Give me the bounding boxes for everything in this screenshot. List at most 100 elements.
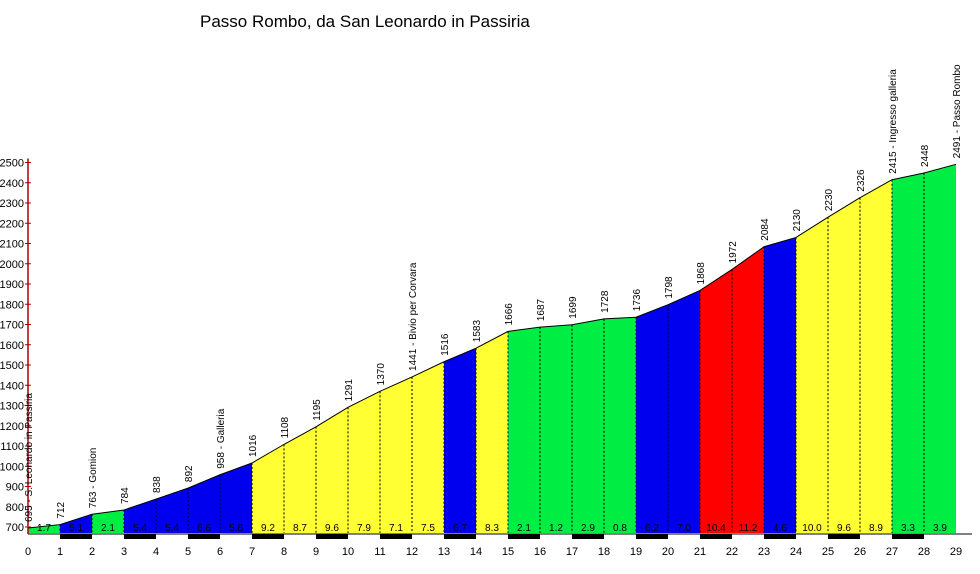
x-tick-label: 1 — [57, 546, 63, 558]
altitude-label: 1798 — [664, 276, 675, 299]
gradient-label: 6.7 — [453, 523, 467, 534]
gradient-label: 5.1 — [69, 523, 83, 534]
baseline-block — [60, 534, 92, 539]
gradient-segment — [60, 514, 92, 533]
x-tick-label: 4 — [153, 546, 159, 558]
x-tick-label: 5 — [185, 546, 191, 558]
x-tick-label: 25 — [822, 546, 834, 558]
altitude-label: 838 — [152, 476, 163, 493]
x-tick-label: 14 — [470, 546, 482, 558]
gradient-segment — [668, 290, 700, 533]
y-tick-label: 1000 — [0, 461, 24, 473]
altitude-label: 2084 — [760, 218, 771, 241]
x-tick-label: 9 — [313, 546, 319, 558]
x-tick-label: 20 — [662, 546, 674, 558]
gradient-label: 8.9 — [869, 523, 883, 534]
baseline-block — [188, 534, 220, 539]
x-tick-label: 26 — [854, 546, 866, 558]
gradient-label: 5.4 — [133, 523, 147, 534]
gradient-segment — [156, 488, 188, 533]
y-tick-label: 1700 — [0, 320, 24, 332]
baseline-block — [380, 534, 412, 539]
altitude-label: 1666 — [504, 303, 515, 326]
x-tick-label: 10 — [342, 546, 354, 558]
y-tick-label: 1500 — [0, 360, 24, 372]
gradient-label: 3.3 — [901, 523, 915, 534]
x-tick-label: 0 — [25, 546, 31, 558]
altitude-label: 1195 — [312, 399, 323, 421]
altitude-label: 1583 — [472, 320, 483, 343]
chart-title: Passo Rombo, da San Leonardo in Passiria — [200, 12, 530, 31]
gradient-label: 1.2 — [549, 523, 563, 534]
gradient-segment — [700, 269, 732, 533]
x-tick-label: 24 — [790, 546, 802, 558]
gradient-segment — [284, 426, 316, 533]
x-tick-label: 6 — [217, 546, 223, 558]
gradient-segments — [28, 164, 956, 534]
gradient-segment — [860, 179, 892, 533]
y-tick-label: 1800 — [0, 299, 24, 311]
y-tick-label: 2500 — [0, 158, 24, 170]
gradient-segment — [540, 324, 572, 533]
gradient-segment — [604, 317, 636, 533]
gradient-segment — [380, 376, 412, 533]
altitude-label: 1699 — [568, 296, 579, 319]
altitude-label: 1108 — [280, 416, 291, 438]
gradient-label: 10.0 — [802, 523, 822, 534]
y-ticks: 700 800 900 1000 1100 1200 1300 1400 1500 1600 170… — [0, 158, 31, 534]
x-tick-label: 22 — [726, 546, 738, 558]
altitude-label: 2326 — [856, 169, 867, 192]
altitude-label: 2448 — [920, 144, 931, 167]
y-tick-label: 1600 — [0, 340, 24, 352]
baseline-block — [572, 534, 604, 539]
y-tick-label: 700 — [6, 522, 24, 534]
gradient-segment — [412, 361, 444, 533]
baseline-block — [636, 534, 668, 539]
y-tick-label: 800 — [6, 502, 24, 514]
x-tick-label: 15 — [502, 546, 514, 558]
baseline-block — [252, 534, 284, 539]
gradient-segment — [732, 246, 764, 534]
gradient-segment — [796, 217, 828, 534]
gradient-segment — [28, 524, 60, 533]
altitude-label: 958 - Galleria — [216, 408, 227, 468]
baseline-block — [124, 534, 156, 539]
baseline-block — [316, 534, 348, 539]
altitude-labels: 695 - S. Leonardo in Passiria 712 763 - Go… — [24, 64, 963, 522]
gradient-segment — [316, 407, 348, 533]
profile-line — [27, 163, 957, 529]
x-tick-label: 19 — [630, 546, 642, 558]
y-tick-label: 2000 — [0, 259, 24, 271]
altitude-label: 1291 — [344, 379, 355, 402]
gradient-label: 6.6 — [197, 523, 211, 534]
gradient-segment — [220, 463, 252, 533]
gradient-segment — [444, 348, 476, 533]
altitude-label: 2130 — [792, 209, 803, 232]
y-tick-label: 2200 — [0, 218, 24, 230]
baseline-block — [828, 534, 860, 539]
gradient-segment — [572, 318, 604, 533]
gradient-label: 2.1 — [517, 523, 531, 534]
gradient-label: 4.6 — [773, 523, 787, 534]
x-tick-label: 13 — [438, 546, 450, 558]
gradient-label: 11.2 — [739, 523, 758, 534]
x-ticks: 0 1 2 3 4 5 6 7 8 9 10 11 12 13 14 15 16 17 18 19 20 21 22 23 24… — [25, 546, 962, 558]
gradient-segment — [892, 173, 924, 533]
altitude-label: 1868 — [696, 262, 707, 285]
gradient-label: 9.2 — [261, 523, 275, 534]
x-tick-label: 17 — [566, 546, 578, 558]
gradient-segment — [924, 164, 956, 533]
altitude-label: 2230 — [824, 188, 835, 211]
x-tick-label: 12 — [406, 546, 418, 558]
axes — [27, 158, 972, 535]
baseline-strip — [28, 534, 956, 539]
gradient-segment — [252, 444, 284, 533]
altitude-label: 712 — [56, 501, 67, 518]
gradient-segment — [828, 197, 860, 534]
x-tick-label: 7 — [249, 546, 255, 558]
gradient-label: 8.7 — [293, 523, 307, 534]
gradient-label: 7.5 — [421, 523, 435, 534]
gradient-label: 7.9 — [357, 523, 371, 534]
x-tick-label: 27 — [886, 546, 898, 558]
baseline-block — [508, 534, 540, 539]
